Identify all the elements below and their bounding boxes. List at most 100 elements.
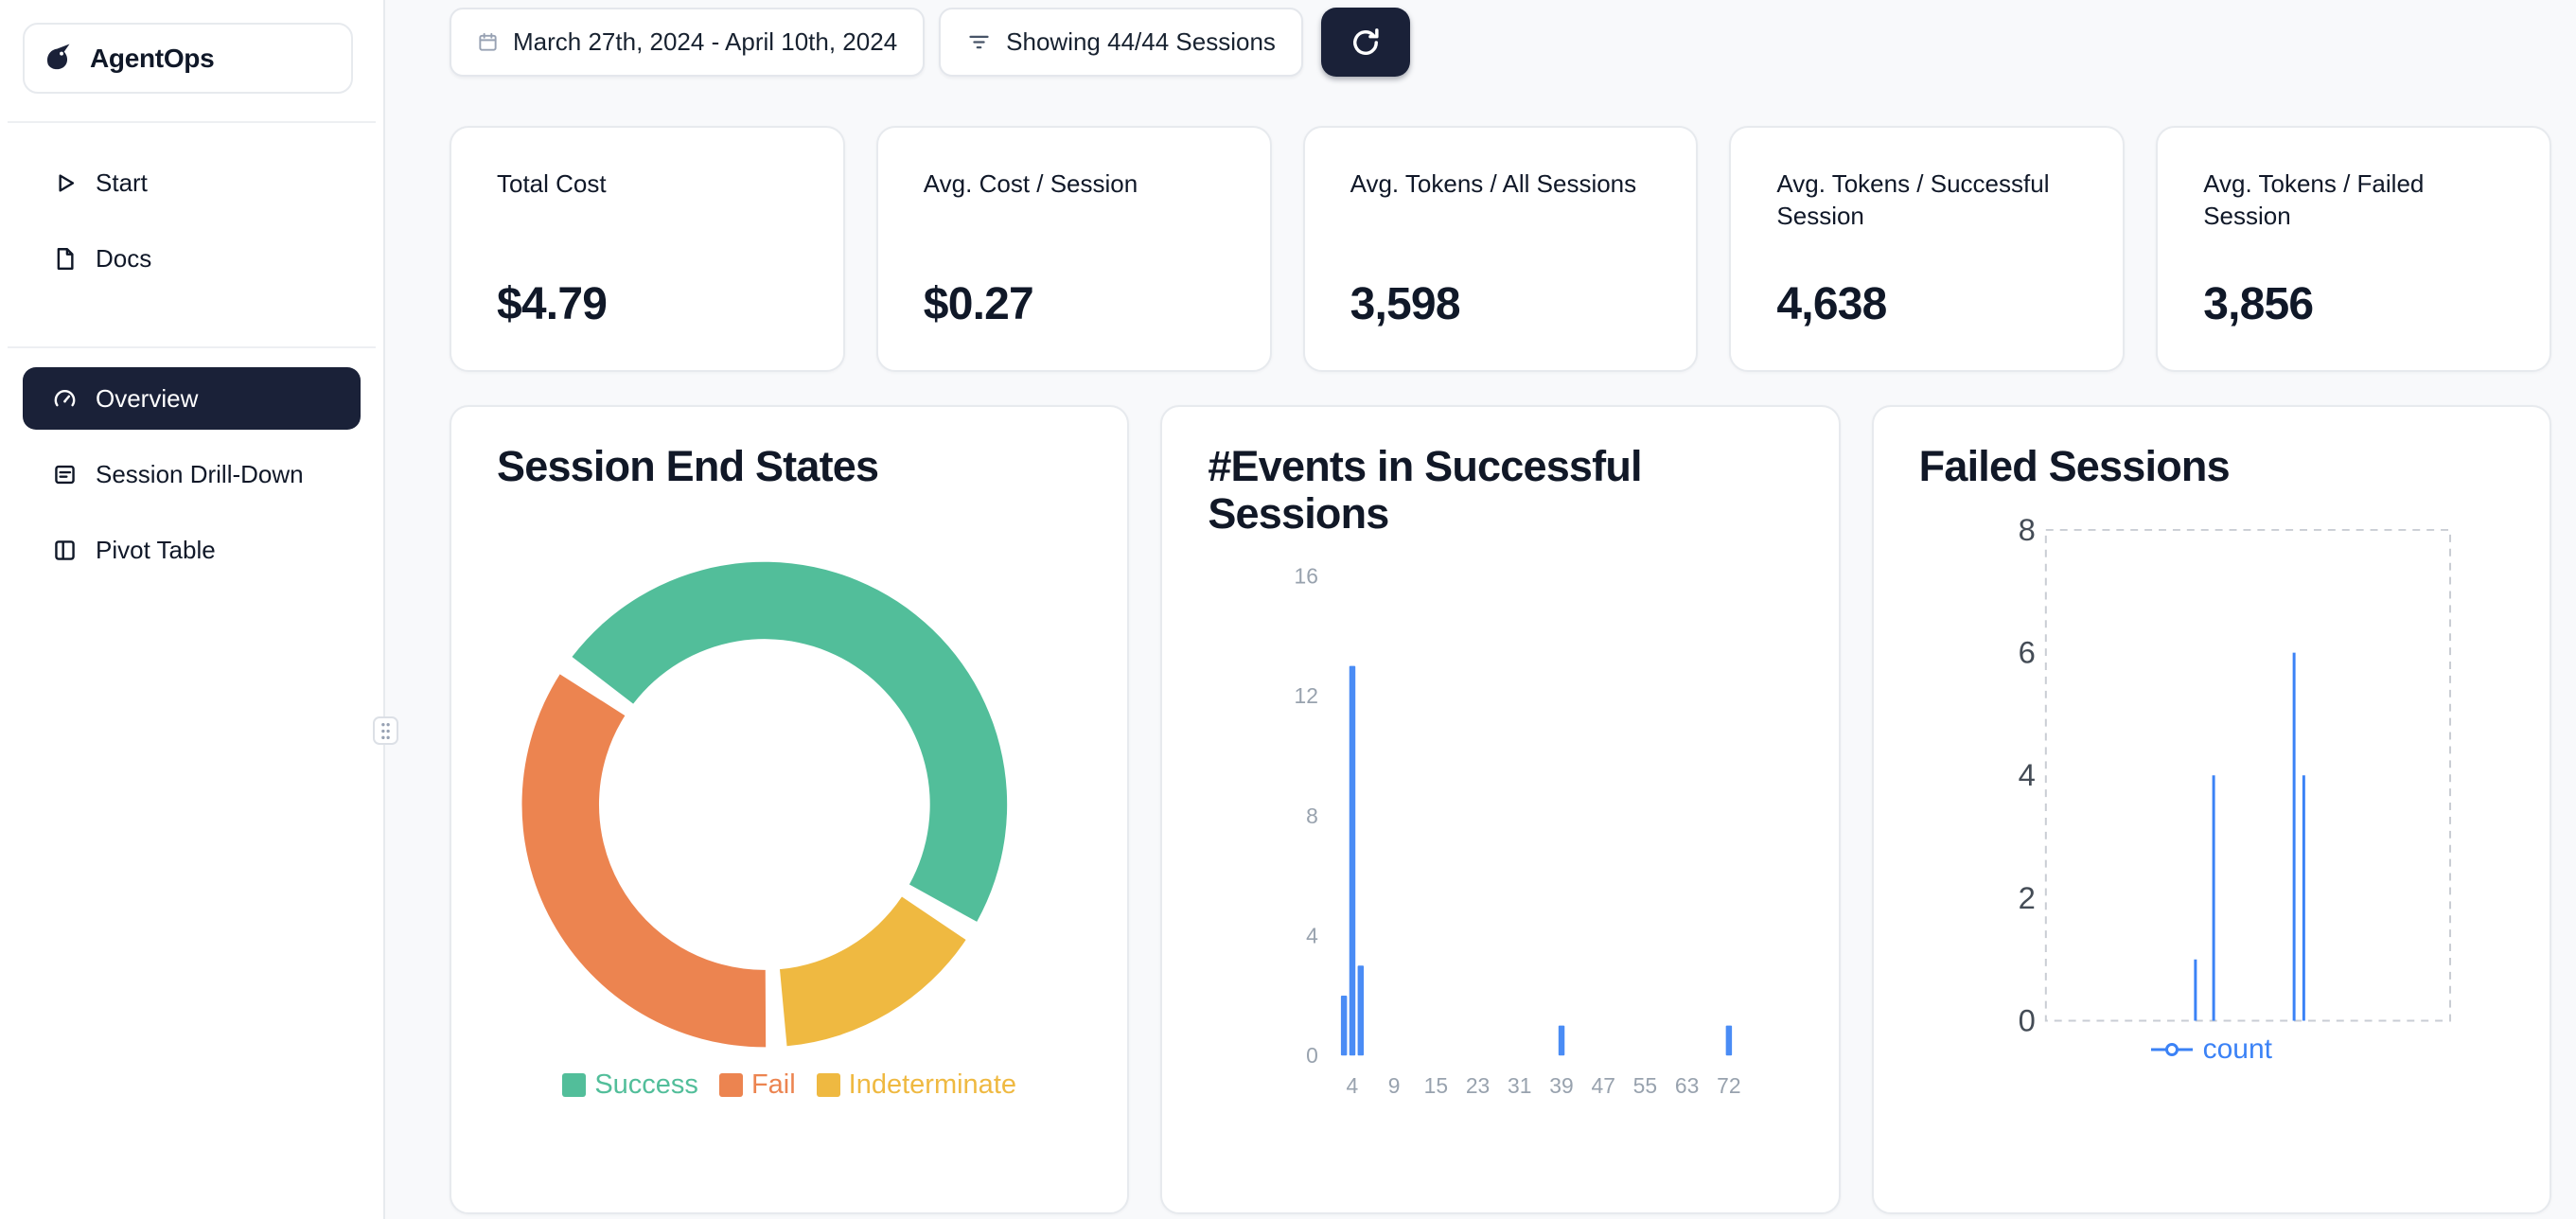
stat-label: Avg. Tokens / Failed Session <box>2203 169 2425 231</box>
chart-card-session-end-states: Session End States Success Fail Indetermin… <box>450 405 1130 1214</box>
svg-text:8: 8 <box>2018 512 2035 547</box>
topbar: March 27th, 2024 - April 10th, 2024 Show… <box>450 8 1410 77</box>
refresh-button[interactable] <box>1320 8 1410 77</box>
pivot-table-icon <box>51 537 79 564</box>
nav-label: Overview <box>96 383 199 413</box>
svg-text:4: 4 <box>1307 924 1319 948</box>
chart-title: #Events in Successful Sessions <box>1208 442 1642 539</box>
sessions-filter-button[interactable]: Showing 44/44 Sessions <box>939 8 1303 77</box>
svg-text:72: 72 <box>1717 1073 1740 1098</box>
donut-legend: Success Fail Indeterminate <box>451 1069 1127 1101</box>
nav-label: Docs <box>96 243 152 273</box>
bar-x3[interactable] <box>1341 995 1348 1056</box>
svg-text:16: 16 <box>1295 564 1318 589</box>
legend-item-fail[interactable]: Fail <box>718 1069 796 1101</box>
line-legend-label: count <box>2202 1034 2273 1065</box>
gauge-icon <box>51 385 79 413</box>
session-list-icon <box>51 461 79 488</box>
svg-text:15: 15 <box>1424 1073 1448 1098</box>
legend-item-indeterminate[interactable]: Indeterminate <box>816 1069 1016 1101</box>
svg-text:39: 39 <box>1550 1073 1574 1098</box>
sidebar-nav-main: Overview Session Drill-Down Pivot Table <box>23 367 361 594</box>
bar-chart[interactable]: 0 4 8 12 16 4 9 15 23 31 39 47 55 63 72 <box>1162 407 1838 1212</box>
stat-card-avg-tokens-all: Avg. Tokens / All Sessions 3,598 <box>1302 126 1699 372</box>
svg-text:0: 0 <box>1307 1043 1319 1068</box>
logo[interactable]: AgentOps <box>23 23 353 94</box>
line-legend[interactable]: count <box>1874 1034 2550 1066</box>
donut-chart[interactable] <box>451 407 1127 1212</box>
stat-label: Total Cost <box>497 169 607 198</box>
sidebar-resize-handle[interactable] <box>373 716 398 745</box>
main-content: March 27th, 2024 - April 10th, 2024 Show… <box>385 0 2576 1219</box>
legend-item-success[interactable]: Success <box>562 1069 698 1101</box>
legend-label: Success <box>594 1069 698 1100</box>
svg-text:4: 4 <box>2018 757 2035 792</box>
play-icon <box>51 169 79 197</box>
sidebar-item-overview[interactable]: Overview <box>23 367 361 430</box>
date-range-label: March 27th, 2024 - April 10th, 2024 <box>513 27 898 56</box>
nav-label: Pivot Table <box>96 535 216 564</box>
stat-card-total-cost: Total Cost $4.79 <box>450 126 845 372</box>
svg-text:12: 12 <box>1295 683 1318 708</box>
sessions-filter-label: Showing 44/44 Sessions <box>1006 27 1276 56</box>
svg-text:9: 9 <box>1388 1073 1401 1098</box>
stat-label: Avg. Cost / Session <box>923 169 1138 198</box>
bar-x39[interactable] <box>1559 1025 1565 1056</box>
svg-text:55: 55 <box>1633 1073 1657 1098</box>
stat-value: 3,856 <box>2203 279 2314 329</box>
donut-slice-success[interactable] <box>572 561 1008 922</box>
legend-swatch <box>562 1073 587 1097</box>
stat-value: $0.27 <box>923 279 1034 329</box>
chart-card-failed-sessions: Failed Sessions 0 2 4 6 8 count <box>1871 405 2551 1214</box>
svg-text:23: 23 <box>1466 1073 1490 1098</box>
calendar-icon <box>477 31 499 53</box>
stat-card-avg-tokens-successful: Avg. Tokens / Successful Session 4,638 <box>1729 126 2126 372</box>
stat-card-avg-tokens-failed: Avg. Tokens / Failed Session 3,856 <box>2156 126 2551 372</box>
svg-text:47: 47 <box>1592 1073 1615 1098</box>
stat-value: 3,598 <box>1350 279 1461 329</box>
svg-text:0: 0 <box>2018 1002 2035 1037</box>
nav-label: Start <box>96 168 148 197</box>
stat-label: Avg. Tokens / Successful Session <box>1776 169 2050 231</box>
chart-card-events-in-successful-sessions: #Events in Successful Sessions 0 4 8 12 16 4 9… <box>1160 405 1841 1214</box>
agentops-logo-icon <box>42 41 77 76</box>
svg-text:31: 31 <box>1508 1073 1531 1098</box>
divider <box>8 121 376 123</box>
sidebar-item-session-drill-down[interactable]: Session Drill-Down <box>23 443 361 505</box>
drag-dots-icon <box>381 722 390 739</box>
bar-x5[interactable] <box>1357 965 1365 1056</box>
logo-text: AgentOps <box>90 43 215 73</box>
donut-slice-fail[interactable] <box>521 674 767 1048</box>
sidebar-nav-top: Start Docs <box>23 151 361 303</box>
date-range-button[interactable]: March 27th, 2024 - April 10th, 2024 <box>450 8 926 77</box>
stat-label: Avg. Tokens / All Sessions <box>1350 169 1637 198</box>
stat-value: $4.79 <box>497 279 608 329</box>
sidebar-item-start[interactable]: Start <box>23 151 361 214</box>
filter-icon <box>966 29 992 55</box>
donut-slice-indeterminate[interactable] <box>779 896 966 1047</box>
docs-icon <box>51 245 79 273</box>
sidebar: AgentOps Start Docs <box>0 0 385 1219</box>
svg-text:2: 2 <box>2018 880 2035 915</box>
charts-row: Session End States Success Fail Indetermin… <box>450 405 2551 1214</box>
bar-x72[interactable] <box>1725 1025 1733 1056</box>
spike-chart[interactable]: 0 2 4 6 8 <box>1874 407 2550 1212</box>
sidebar-item-pivot-table[interactable]: Pivot Table <box>23 519 361 581</box>
legend-swatch <box>718 1073 743 1097</box>
legend-swatch <box>816 1073 840 1097</box>
stat-card-avg-cost-session: Avg. Cost / Session $0.27 <box>875 126 1272 372</box>
svg-text:8: 8 <box>1307 804 1319 828</box>
chart-title: Failed Sessions <box>1918 442 2231 490</box>
refresh-icon <box>1349 26 1383 60</box>
line-marker-icon <box>2150 1043 2193 1056</box>
svg-text:4: 4 <box>1347 1073 1359 1098</box>
bar-x4[interactable] <box>1350 665 1356 1056</box>
stats-row: Total Cost $4.79 Avg. Cost / Session $0.… <box>450 126 2551 372</box>
stat-value: 4,638 <box>1776 279 1887 329</box>
svg-text:6: 6 <box>2018 635 2035 670</box>
chart-title: Session End States <box>497 442 879 490</box>
divider <box>8 346 376 348</box>
legend-label: Indeterminate <box>848 1069 1016 1100</box>
nav-label: Session Drill-Down <box>96 459 304 488</box>
sidebar-item-docs[interactable]: Docs <box>23 227 361 290</box>
